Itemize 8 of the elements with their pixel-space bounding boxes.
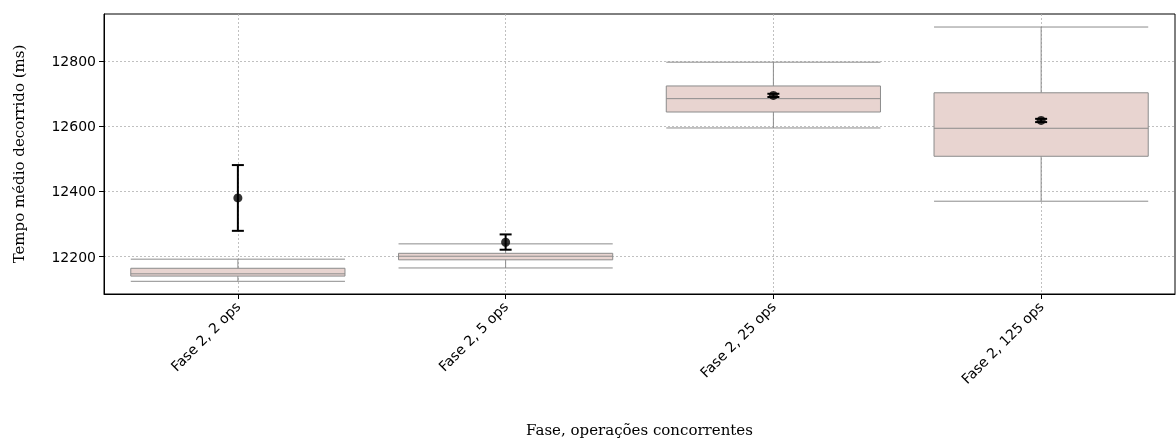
y-tick-label: 12600 (51, 118, 96, 135)
x-axis-title: Fase, operações concorrentes (526, 420, 753, 439)
point (233, 193, 243, 203)
y-axis-title: Tempo médio decorrido (ms) (9, 44, 28, 264)
y-tick-label: 12400 (51, 183, 96, 200)
y-tick-label: 12800 (51, 53, 96, 70)
point (501, 237, 511, 247)
y-tick-label: 12200 (51, 248, 96, 265)
